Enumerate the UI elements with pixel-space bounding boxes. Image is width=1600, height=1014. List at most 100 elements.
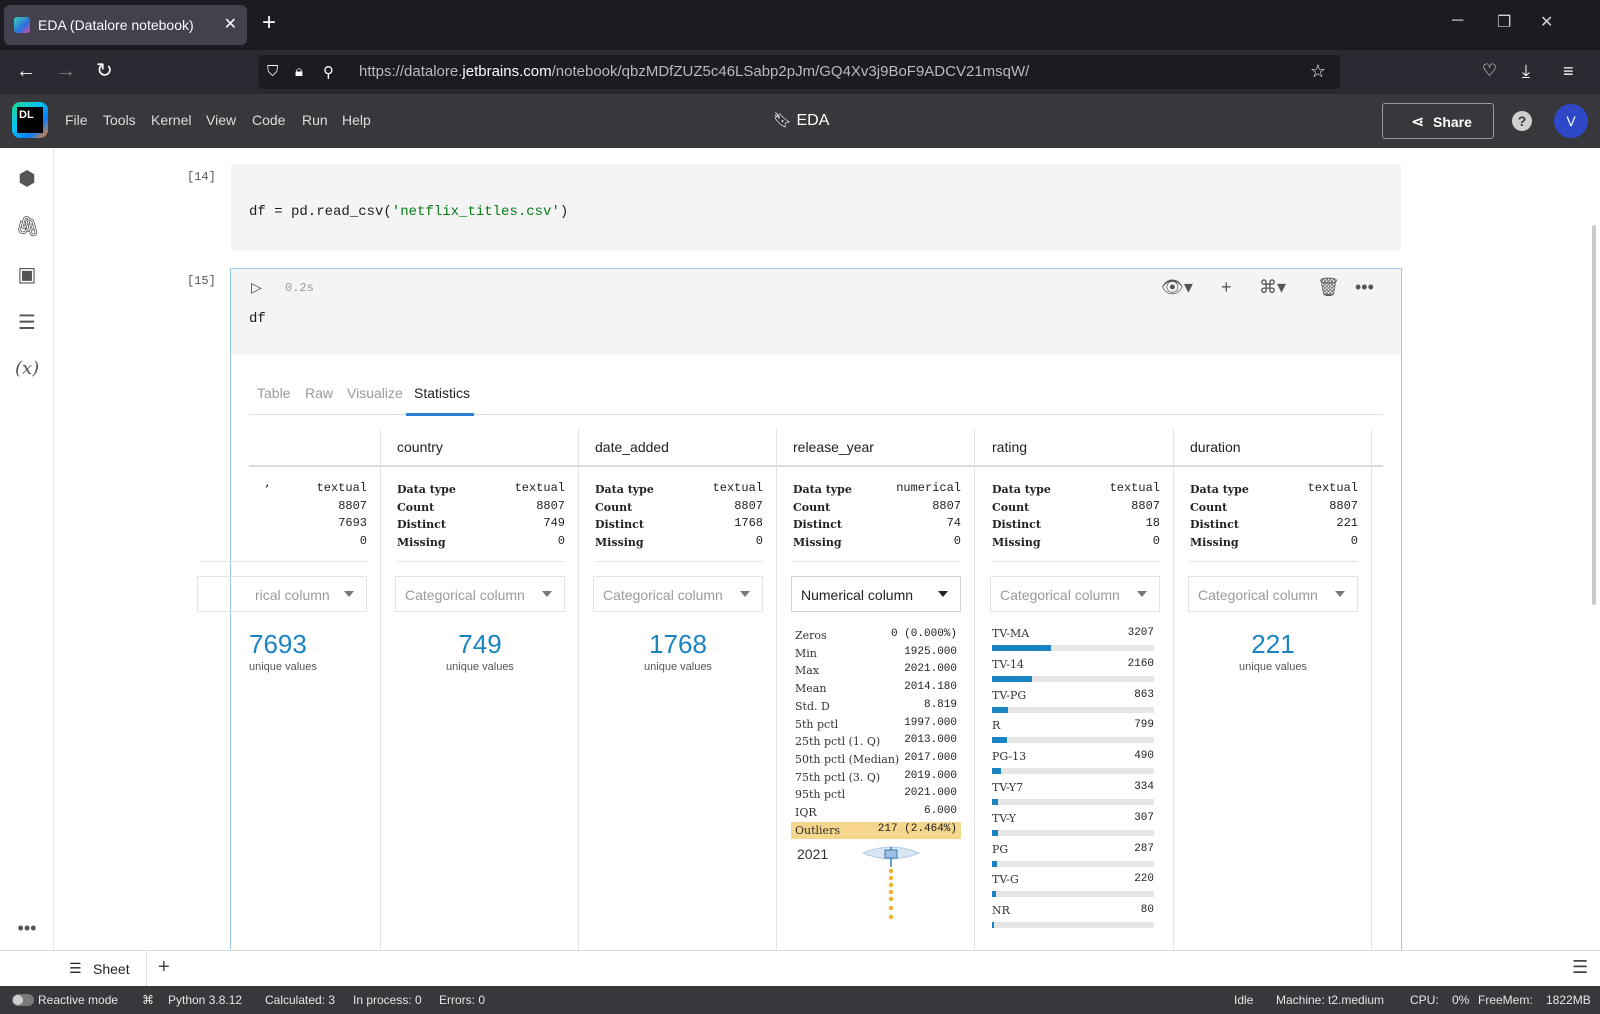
chevron-down-icon: [1335, 591, 1345, 597]
shield-icon[interactable]: ⛉: [267, 63, 279, 80]
stat-column-partial: ʼ textual 8807 7693 0 rical column 7693 u…: [183, 429, 381, 950]
sheet-list-icon: ☰: [69, 960, 82, 976]
address-bar[interactable]: ⛉ 🔒︎ ⚲ https://datalore.jetbrains.com/no…: [259, 55, 1340, 89]
outline-list-icon[interactable]: ☰: [18, 312, 36, 334]
rating-bar-fill: [992, 829, 998, 836]
bookmark-icon: 🔖︎: [773, 112, 793, 129]
numeric-stat-row: Outliers 217 (2.464%): [791, 821, 961, 839]
avatar[interactable]: V: [1554, 104, 1588, 138]
python-version[interactable]: Python 3.8.12: [168, 993, 243, 1007]
browser-navbar: ← → ↻ ⛉ 🔒︎ ⚲ https://datalore.jetbrains.…: [0, 50, 1600, 94]
pocket-icon[interactable]: ♡: [1482, 61, 1498, 80]
window-close-icon[interactable]: ✕: [1540, 14, 1554, 31]
cell-number: [14]: [187, 170, 216, 184]
rating-bar-row: TV-14 2160: [992, 658, 1158, 688]
menu-code[interactable]: Code: [252, 112, 286, 128]
numeric-stat-row: 5th pctl 1997.000: [795, 716, 957, 731]
notebook-title[interactable]: 🔖︎ EDA: [773, 112, 830, 129]
unique-label: unique values: [446, 661, 514, 673]
visibility-eye-icon[interactable]: 👁︎▾: [1161, 277, 1193, 297]
active-tab-underline: [406, 413, 474, 416]
tab-table[interactable]: Table: [257, 385, 291, 401]
python-icon: ⌘: [142, 993, 154, 1007]
rating-bar-fill: [992, 768, 1001, 775]
outlier-points: [888, 868, 894, 920]
menu-help[interactable]: Help: [342, 112, 371, 128]
numeric-stat-row: Zeros 0 (0.000%): [795, 628, 957, 642]
reactive-mode-toggle[interactable]: [12, 994, 34, 1006]
datalore-logo[interactable]: DL: [12, 102, 48, 138]
cell-code[interactable]: df = pd.read_csv('netflix_titles.csv'): [249, 204, 569, 220]
machine-label[interactable]: Machine: t2.medium: [1276, 993, 1385, 1007]
menu-kernel[interactable]: Kernel: [151, 112, 192, 128]
rating-bar-row: TV-G 220: [992, 873, 1158, 903]
sheet-menu-icon[interactable]: ☰: [1572, 957, 1589, 977]
rating-bar-fill: [992, 891, 997, 898]
back-icon[interactable]: ←: [16, 60, 36, 82]
machine-chip-icon[interactable]: ▣: [17, 264, 37, 286]
cell-number: [15]: [187, 274, 216, 288]
menu-run[interactable]: Run: [302, 112, 328, 128]
unique-count: 7693: [249, 629, 307, 659]
unique-label: unique values: [1239, 661, 1307, 673]
menu-view[interactable]: View: [206, 112, 237, 128]
header-separator: [249, 465, 1383, 467]
tab-visualize[interactable]: Visualize: [347, 385, 403, 401]
forward-icon[interactable]: →: [56, 60, 76, 82]
run-cell-icon[interactable]: ▷: [251, 279, 262, 295]
column-type-dropdown[interactable]: Categorical column: [593, 576, 763, 612]
numeric-stat-row: IQR 6.000: [795, 805, 957, 819]
datalore-header: DL File Tools Kernel View Code Run Help …: [0, 94, 1600, 148]
downloads-icon[interactable]: ⤓: [1522, 61, 1530, 81]
column-type-dropdown[interactable]: Categorical column: [1188, 576, 1358, 612]
more-icon[interactable]: •••: [17, 918, 37, 938]
menu-tools[interactable]: Tools: [103, 112, 136, 128]
stat-column-date-added: date_added Data type textual Count 8807 Di…: [579, 429, 777, 950]
permissions-icon[interactable]: ⚲: [323, 64, 334, 81]
reload-icon[interactable]: ↻: [96, 60, 113, 82]
delete-cell-icon[interactable]: 🗑︎: [1317, 277, 1340, 297]
attachments-clip-icon[interactable]: 🖇︎: [15, 216, 41, 238]
column-type-dropdown[interactable]: rical column: [197, 576, 367, 612]
environment-cube-icon[interactable]: ⬢: [18, 168, 36, 190]
notebook-area: [14] df = pd.read_csv('netflix_titles.cs…: [55, 148, 1600, 950]
close-tab-icon[interactable]: ✕: [223, 16, 237, 33]
output-tabs: Table Raw Visualize Statistics: [249, 373, 1383, 416]
column-type-dropdown[interactable]: Numerical column: [791, 576, 961, 612]
vertical-scrollbar[interactable]: [1592, 225, 1596, 605]
numeric-stat-row: 75th pctl (3. Q) 2019.000: [795, 769, 957, 784]
add-sheet-button[interactable]: +: [158, 956, 170, 978]
hamburger-menu-icon[interactable]: ≡: [1563, 61, 1574, 81]
browser-tab[interactable]: EDA (Datalore notebook) ✕: [4, 5, 247, 45]
sheet-bar: ☰ Sheet + ☰: [0, 950, 1600, 987]
left-sidebar: ⬢ 🖇︎ ▣ ☰ (x) •••: [0, 148, 54, 950]
share-button[interactable]: ⋖ Share: [1382, 103, 1494, 139]
bookmark-star-icon[interactable]: ☆: [1309, 61, 1326, 81]
lock-icon[interactable]: 🔒︎: [295, 63, 303, 80]
cell-code[interactable]: df: [249, 311, 266, 327]
freemem-value: 1822MB: [1546, 993, 1591, 1007]
new-tab-icon[interactable]: +: [262, 9, 277, 36]
code-cell-15[interactable]: ▷ 0.2s 👁︎▾ + ⌘▾ 🗑︎ ••• df Table Raw Visu…: [197, 268, 1402, 950]
sheet-tab[interactable]: ☰ Sheet: [55, 951, 147, 987]
column-type-dropdown[interactable]: Categorical column: [990, 576, 1160, 612]
help-icon[interactable]: ?: [1512, 111, 1532, 131]
variables-icon[interactable]: (x): [15, 358, 40, 379]
minimize-icon[interactable]: ─: [1452, 12, 1464, 29]
tab-statistics[interactable]: Statistics: [414, 385, 471, 401]
rating-bar-row: TV-Y7 334: [992, 781, 1158, 811]
unique-count: 221: [1251, 629, 1295, 659]
cell-editor[interactable]: ▷ 0.2s 👁︎▾ + ⌘▾ 🗑︎ ••• df: [231, 269, 1401, 355]
column-type-dropdown[interactable]: Categorical column: [395, 576, 565, 612]
numeric-stat-row: Mean 2014.180: [795, 681, 957, 696]
tab-raw[interactable]: Raw: [305, 385, 334, 401]
share-icon: ⋖: [1411, 114, 1425, 131]
menu-file[interactable]: File: [65, 112, 88, 128]
code-cell-14[interactable]: df = pd.read_csv('netflix_titles.csv'): [231, 164, 1401, 250]
cell-more-icon[interactable]: •••: [1355, 277, 1374, 297]
add-cell-icon[interactable]: +: [1221, 277, 1232, 297]
exec-time: 0.2s: [285, 281, 314, 295]
rating-bar-row: NR 80: [992, 904, 1158, 934]
python-cell-type-icon[interactable]: ⌘▾: [1259, 277, 1287, 297]
restore-icon[interactable]: ❐: [1497, 14, 1512, 31]
